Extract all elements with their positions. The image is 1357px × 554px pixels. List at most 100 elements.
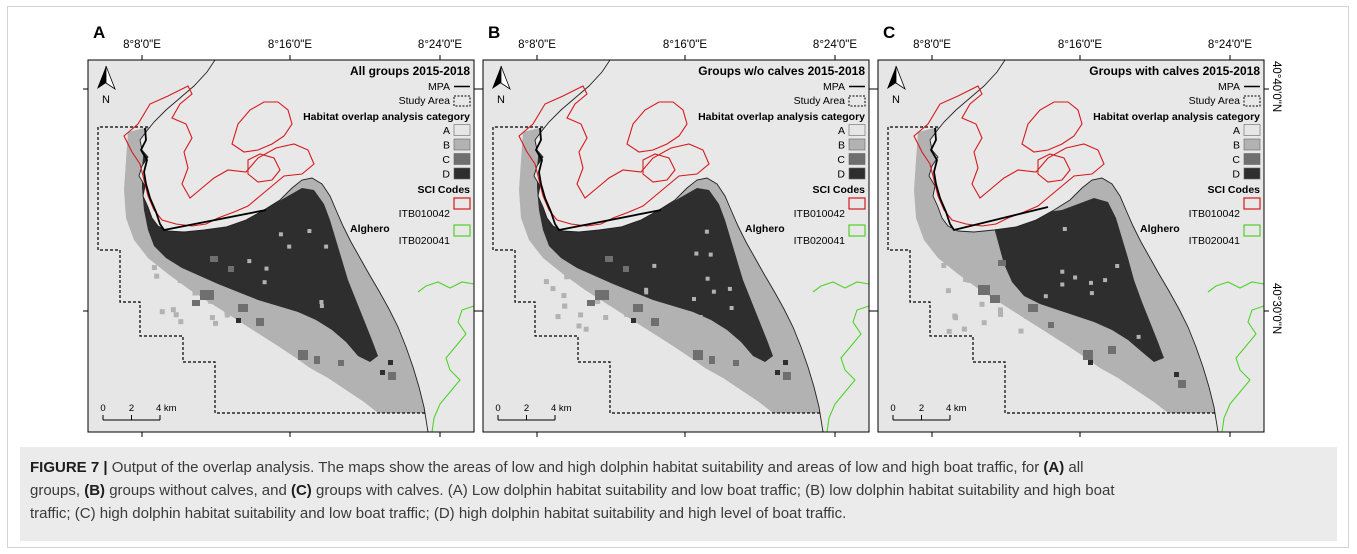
habitat-cell-b [608, 300, 614, 306]
habitat-cell-b [173, 312, 179, 318]
land-area [534, 60, 869, 432]
habitat-cell-c [693, 350, 703, 360]
sci-boundary-itb010042 [518, 85, 710, 227]
habitat-cell-b [192, 286, 198, 292]
longitude-label: 8°8'0"E [518, 39, 556, 51]
caption-text: Output of the overlap analysis. The maps… [107, 459, 1044, 476]
sci-boundary-itb010042 [626, 101, 688, 153]
habitat-cell-b [595, 298, 601, 304]
map-frame [87, 59, 475, 433]
habitat-cell-c [633, 304, 643, 312]
habitat-cell-b [1060, 269, 1065, 274]
legend-category-swatch [453, 138, 471, 151]
map-panel-c: C 8°8'0"E 8°16'0"E 8°24'0"E 40°40'0"N 40… [873, 23, 1282, 437]
legend-mpa-label: MPA [1218, 81, 1240, 93]
panel-letter: B [488, 23, 501, 42]
habitat-cell-b [708, 252, 713, 257]
habitat-cell-c [709, 356, 715, 364]
habitat-cell-b [324, 244, 329, 249]
north-arrow-label: N [102, 94, 110, 106]
habitat-cell-b [293, 316, 298, 321]
legend-sci-title: SCI Codes [1207, 184, 1260, 196]
habitat-cell-b [941, 263, 947, 268]
habitat-cell-c [388, 372, 396, 380]
legend-sci-label: ITB020041 [1189, 235, 1241, 247]
habitat-cell-b [652, 263, 657, 268]
north-arrow-right-half [895, 65, 906, 91]
habitat-cell-b [192, 290, 198, 296]
caption-text: traffic; (C) high dolphin habitat suitab… [30, 505, 847, 522]
legend-category-swatch [453, 124, 471, 136]
legend-sci-swatch [848, 224, 866, 237]
longitude-label: 8°8'0"E [913, 39, 951, 51]
habitat-cell-b [247, 259, 252, 264]
place-label-alghero: Alghero [745, 223, 785, 235]
legend-sci-label: ITB020041 [794, 235, 846, 247]
legend-category-label: D [442, 169, 450, 181]
habitat-cell-c [651, 318, 659, 326]
habitat-cell-b [998, 311, 1004, 317]
legend-category-label: C [837, 154, 845, 166]
habitat-cell-b [698, 315, 703, 319]
habitat-cell-b [1145, 295, 1150, 300]
habitat-cell-c [338, 360, 344, 366]
place-label-alghero: Alghero [350, 223, 390, 235]
sci-boundary-itb020041 [826, 305, 870, 433]
habitat-cell-b [167, 266, 173, 272]
habitat-cell-b [954, 236, 960, 242]
habitat-cell-d [236, 318, 241, 323]
legend-category-swatch [1243, 153, 1261, 165]
north-arrow-icon [492, 65, 511, 91]
north-arrow-icon [97, 65, 116, 91]
habitat-cell-b [729, 306, 734, 310]
habitat-cell-b [209, 315, 215, 321]
longitude-label: 8°24'0"E [1207, 39, 1253, 51]
habitat-cell-b [659, 309, 664, 314]
habitat-cell-b [694, 251, 699, 256]
habitat-cell-c [256, 318, 264, 326]
habitat-cell-b [945, 288, 951, 294]
scale-bar-label: 2 [129, 403, 134, 414]
habitat-cell-b [224, 309, 230, 315]
north-arrow-label: N [497, 94, 505, 106]
habitat-cell-c [314, 356, 320, 364]
sci-boundary-itb010042 [1021, 101, 1083, 153]
legend-study-area-label: Study Area [794, 95, 846, 107]
habitat-cell-b [226, 295, 232, 301]
legend-sci-swatch [1243, 197, 1261, 210]
habitat-cell-b [208, 298, 214, 304]
habitat-cell-c [733, 360, 739, 366]
habitat-cell-d [1174, 372, 1179, 377]
habitat-cell-b [727, 286, 732, 291]
legend-study-area-symbol [453, 95, 471, 107]
study-area-boundary [97, 126, 426, 414]
legend-habitat-title: Habitat overlap analysis category [698, 111, 865, 123]
legend-habitat-title: Habitat overlap analysis category [1093, 111, 1260, 123]
habitat-cell-b [972, 247, 978, 252]
habitat-cell-b [1145, 302, 1150, 307]
mpa-boundary [534, 127, 662, 231]
coastline [533, 59, 824, 433]
habitat-region-d [988, 184, 1164, 362]
caption-text: groups with calves. (A) Low dolphin habi… [311, 482, 1115, 499]
habitat-cell-b [1024, 313, 1029, 319]
habitat-cell-d [775, 370, 780, 375]
habitat-cell-b [262, 280, 267, 285]
habitat-cell-b [561, 293, 567, 299]
legend-sci-label: ITB010042 [1189, 208, 1241, 220]
habitat-cell-b [964, 239, 970, 245]
habitat-cell-b [1089, 291, 1094, 296]
habitat-cell-b [213, 320, 218, 326]
sci-boundary-itb010042 [913, 85, 1105, 227]
caption-text: groups, [30, 482, 85, 499]
habitat-cell-c [990, 295, 1000, 303]
caption-panel-ref: (A) [1043, 459, 1065, 476]
north-arrow-icon [887, 65, 906, 91]
legend-sci-swatch [1243, 224, 1261, 237]
habitat-cell-b [594, 276, 600, 282]
habitat-cell-b [278, 232, 283, 237]
map-canvas: All groups 2015-2018 MPA Study Area Habitat… [83, 55, 479, 437]
habitat-cell-b [1136, 334, 1141, 339]
habitat-cell-b [624, 311, 630, 317]
habitat-cell-b [1073, 275, 1078, 280]
